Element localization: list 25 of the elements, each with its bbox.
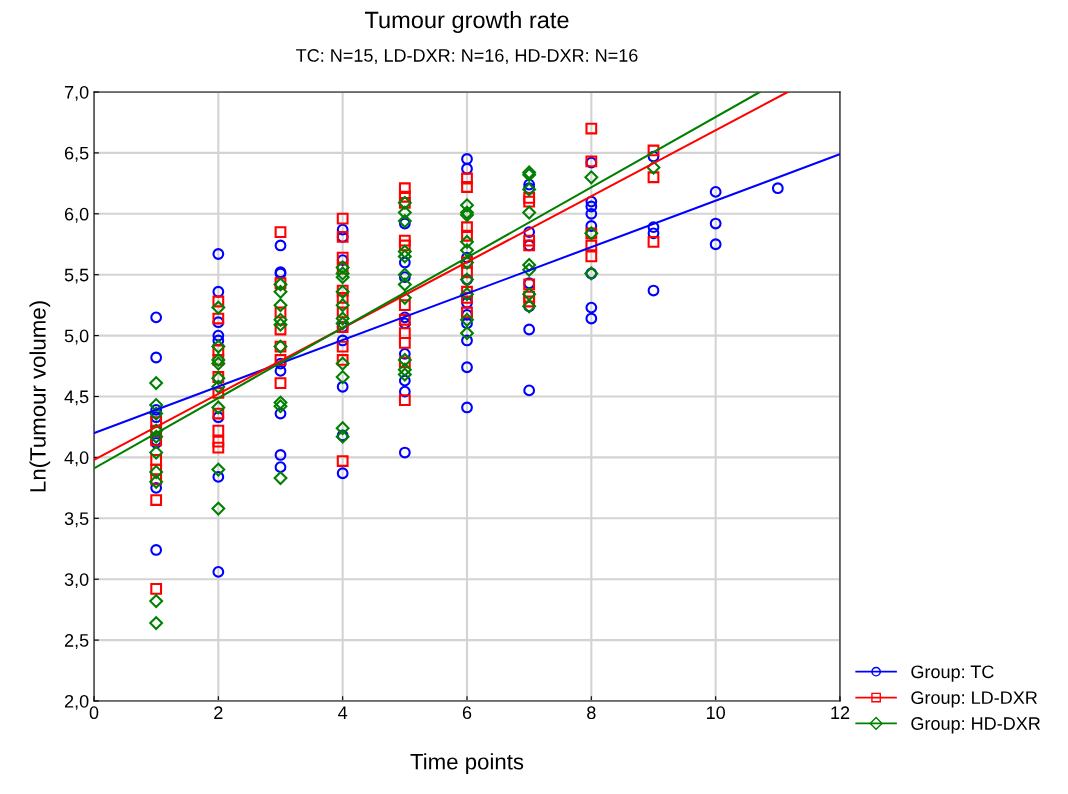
y-tick-label: 2,0 <box>64 694 89 710</box>
y-tick-label: 6,5 <box>64 146 89 162</box>
legend-label: Group: LD-DXR <box>911 691 1038 708</box>
x-tick-label: 12 <box>831 706 850 719</box>
y-axis-title: Ln(Tumour volume) <box>29 301 51 492</box>
x-tick-label: 6 <box>462 706 472 720</box>
y-tick-label: 4,5 <box>64 390 89 406</box>
legend-label: Group: HD-DXR <box>911 717 1041 734</box>
y-tick-label: 5,0 <box>64 329 89 345</box>
chart-title: Tumour growth rate <box>364 11 569 34</box>
x-tick-label: 8 <box>587 706 596 720</box>
chart-subtitle: TC: N=15, LD-DXR: N=16, HD-DXR: N=16 <box>296 49 638 64</box>
legend-label: Group: TC <box>911 665 994 682</box>
x-axis-title: Time points <box>410 753 524 774</box>
x-tick-label: 10 <box>707 706 725 720</box>
y-tick-label: 4,0 <box>64 451 89 467</box>
x-tick-label: 2 <box>214 706 223 719</box>
x-tick-label: 0 <box>89 706 99 720</box>
y-tick-label: 3,5 <box>64 512 89 528</box>
y-tick-label: 5,5 <box>64 268 89 284</box>
x-tick-label: 4 <box>338 706 348 719</box>
y-tick-label: 2,5 <box>64 634 89 649</box>
y-tick-label: 7,0 <box>64 85 89 101</box>
y-tick-label: 3,0 <box>64 573 89 589</box>
y-tick-label: 6,0 <box>64 207 89 223</box>
